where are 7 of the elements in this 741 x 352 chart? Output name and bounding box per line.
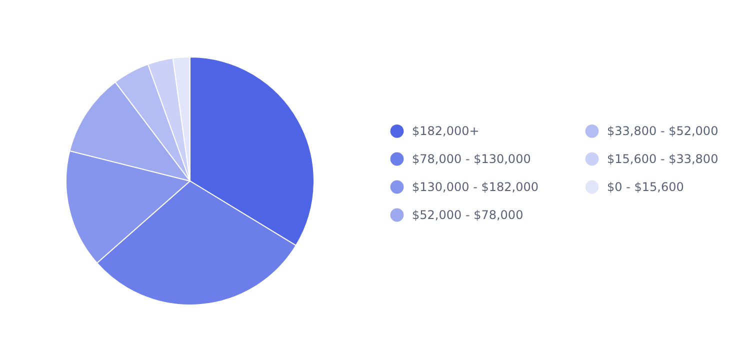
- legend-label: $33,800 - $52,000: [607, 124, 718, 138]
- legend-label: $0 - $15,600: [607, 180, 684, 194]
- legend-label: $78,000 - $130,000: [412, 152, 531, 166]
- legend-label: $182,000+: [412, 124, 480, 138]
- legend-label: $52,000 - $78,000: [412, 208, 524, 222]
- legend-label: $15,600 - $33,800: [607, 152, 718, 166]
- legend-label: $130,000 - $182,000: [412, 180, 538, 194]
